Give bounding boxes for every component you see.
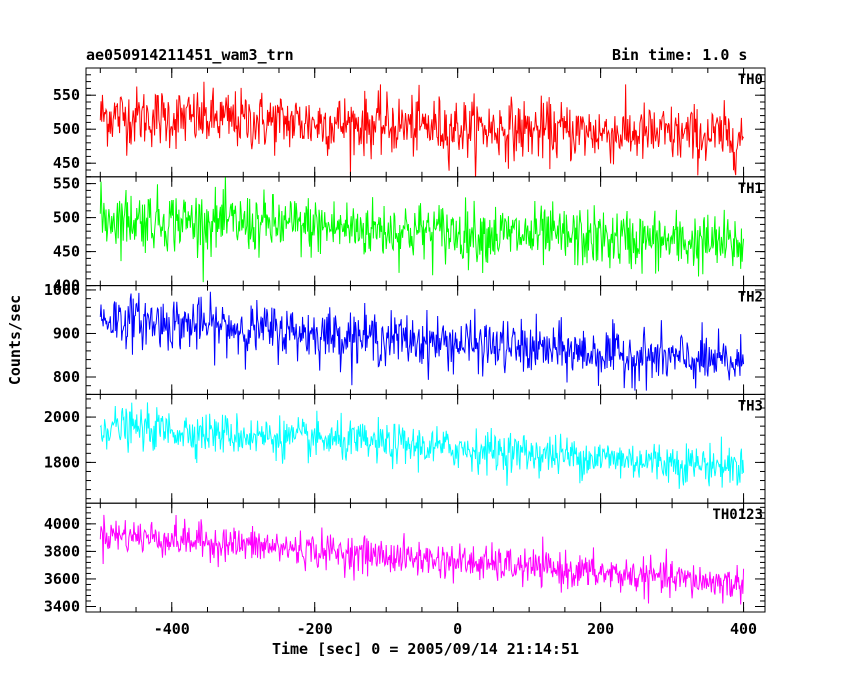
series-line-th2 — [99, 291, 745, 391]
y-tick-label: 450 — [53, 243, 80, 261]
series-line-th1 — [99, 176, 745, 283]
y-tick-label: 1000 — [44, 281, 80, 299]
bin-time-label: Bin time: 1.0 s — [612, 46, 748, 64]
x-tick-label: 200 — [587, 620, 614, 638]
series-line-th3 — [99, 402, 745, 489]
y-tick-label: 550 — [53, 175, 80, 193]
panel-label-th0: TH0 — [738, 72, 763, 88]
y-tick-label: 450 — [53, 154, 80, 172]
x-tick-label: -400 — [154, 620, 190, 638]
x-axis-label: Time [sec] 0 = 2005/09/14 21:14:51 — [272, 640, 579, 658]
x-tick-label: -200 — [297, 620, 333, 638]
y-tick-label: 400 — [53, 277, 80, 295]
panel-label-th1: TH1 — [738, 181, 763, 197]
x-tick-label: 400 — [730, 620, 757, 638]
panel-frame-th2 — [85, 285, 766, 395]
panel-frame-th3 — [85, 393, 766, 504]
y-tick-label: 3600 — [44, 570, 80, 588]
y-tick-label: 2000 — [44, 408, 80, 426]
y-tick-label: 900 — [53, 324, 80, 342]
panel-label-th3: TH3 — [738, 398, 763, 414]
y-tick-label: 800 — [53, 368, 80, 386]
y-tick-label: 4000 — [44, 515, 80, 533]
series-line-th0123 — [99, 514, 745, 605]
y-tick-label: 500 — [53, 120, 80, 138]
y-axis-label: Counts/sec — [6, 295, 24, 385]
y-tick-label: 500 — [53, 209, 80, 227]
y-tick-label: 550 — [53, 86, 80, 104]
panel-label-th2: TH2 — [738, 290, 763, 306]
chart-title: ae050914211451_wam3_trn — [86, 46, 294, 64]
y-tick-label: 3400 — [44, 597, 80, 615]
series-line-th0 — [99, 81, 744, 177]
y-tick-label: 3800 — [44, 542, 80, 560]
y-tick-label: 1800 — [44, 453, 80, 471]
panel-label-th0123: TH0123 — [712, 507, 763, 523]
x-tick-label: 0 — [453, 620, 462, 638]
panel-frame-th0123 — [85, 502, 766, 613]
